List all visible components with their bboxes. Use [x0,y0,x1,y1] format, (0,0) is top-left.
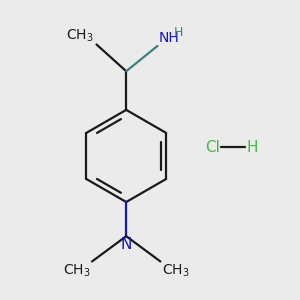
Text: CH$_3$: CH$_3$ [63,262,91,279]
Text: H: H [174,26,183,39]
Text: NH: NH [159,31,180,45]
Text: Cl: Cl [205,140,220,154]
Text: CH$_3$: CH$_3$ [67,27,94,44]
Text: N: N [121,237,132,252]
Text: H: H [247,140,258,154]
Text: CH$_3$: CH$_3$ [162,262,190,279]
